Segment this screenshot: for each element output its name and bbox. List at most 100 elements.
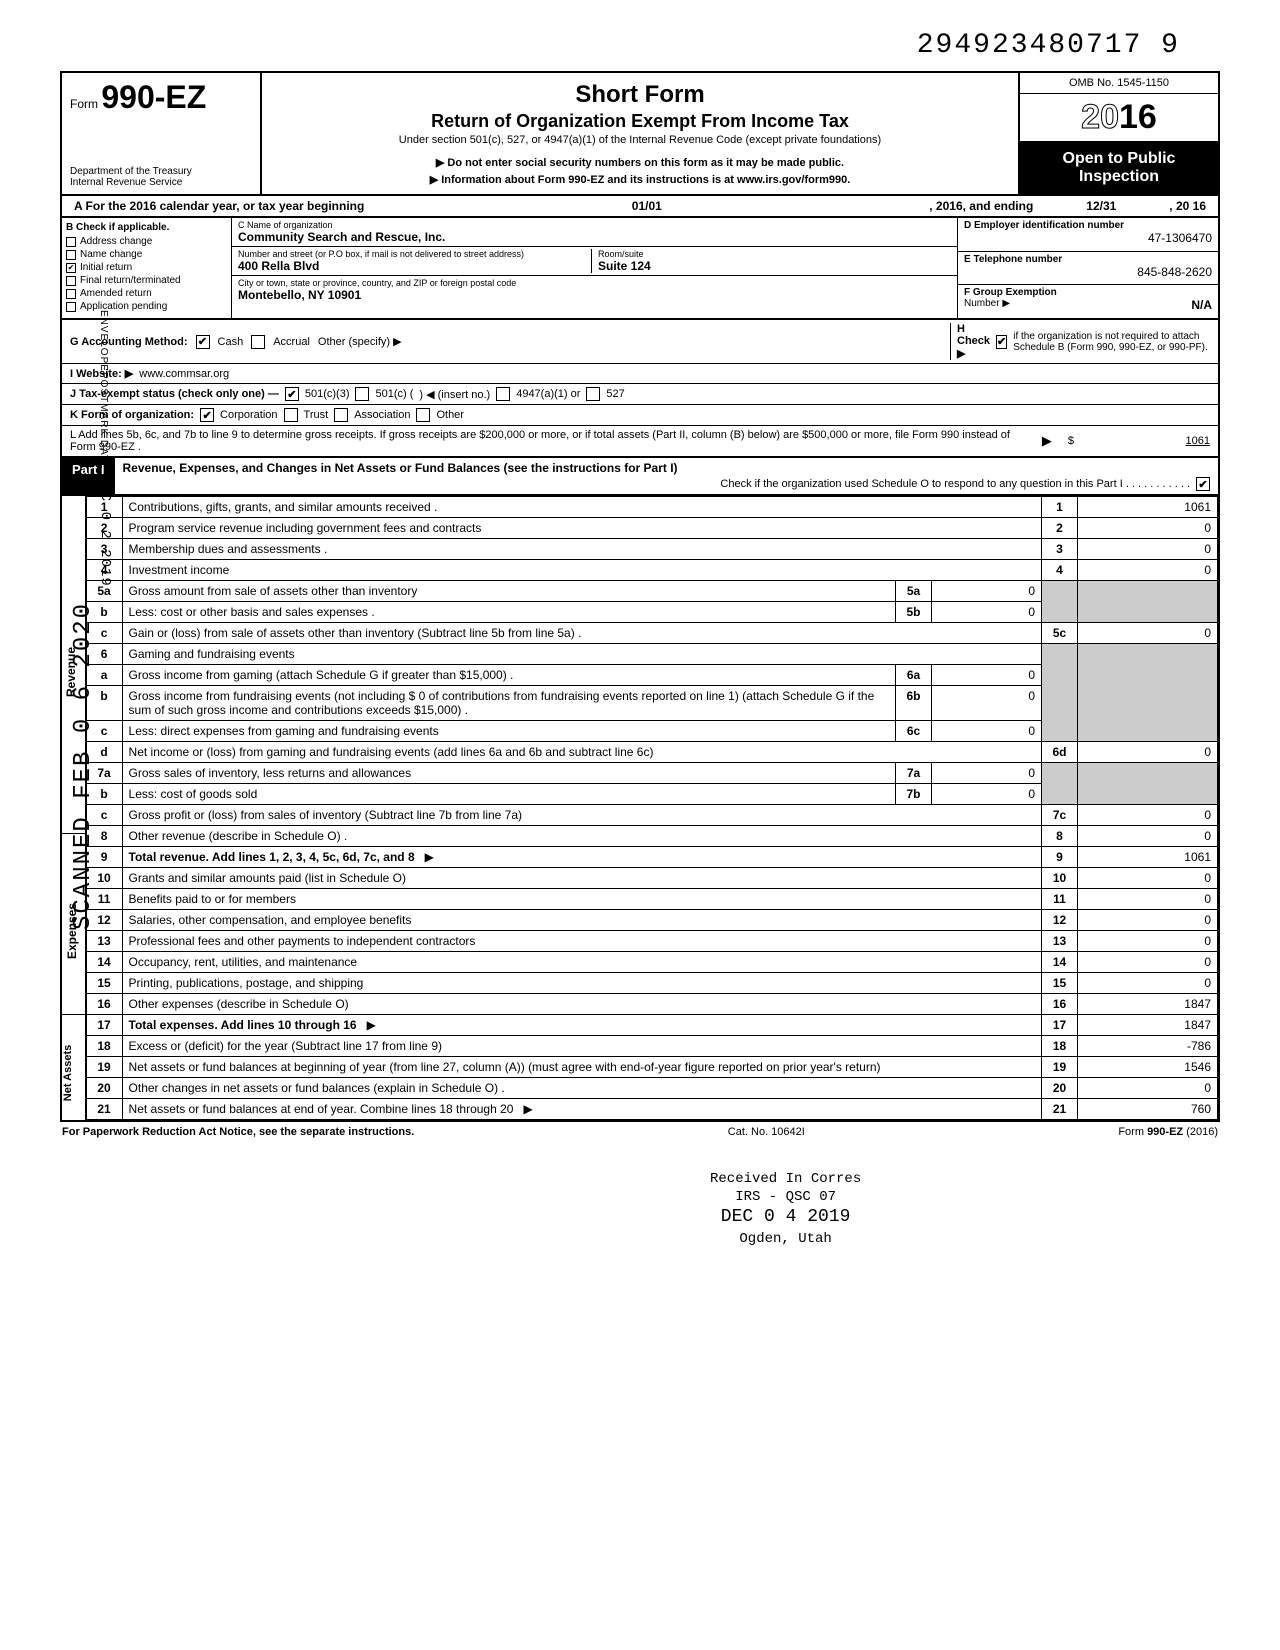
checkbox-4947[interactable]: [496, 387, 510, 401]
line-desc: Investment income: [129, 563, 230, 577]
tel-label: E Telephone number: [964, 254, 1212, 265]
checkbox-other[interactable]: [416, 408, 430, 422]
grp-label: F Group Exemption: [964, 287, 1212, 298]
page: 294923480717 9 Form 990-EZ Department of…: [60, 30, 1220, 1142]
checkbox-icon[interactable]: [66, 250, 76, 260]
line-desc: Excess or (deficit) for the year (Subtra…: [129, 1039, 442, 1053]
year-bold: 16: [1119, 98, 1157, 136]
checkbox-501c3[interactable]: ✔: [285, 387, 299, 401]
line-6: 6Gaming and fundraising events: [86, 644, 1217, 665]
part-1-body: Revenue, Expenses, and Changes in Net As…: [115, 458, 1218, 494]
checkbox-schedule-o[interactable]: ✔: [1196, 477, 1210, 491]
website-value: www.commsar.org: [139, 368, 229, 380]
line-8: 8Other revenue (describe in Schedule O) …: [86, 826, 1217, 847]
checkbox-527[interactable]: [586, 387, 600, 401]
tel-value: 845-848-2620: [964, 265, 1212, 279]
line-subval: 0: [932, 784, 1042, 805]
j-a: 501(c)(3): [305, 388, 350, 400]
checkbox-corp[interactable]: ✔: [200, 408, 214, 422]
line-val: 0: [1078, 623, 1218, 644]
line-9: 9 Total revenue. Add lines 1, 2, 3, 4, 5c…: [86, 847, 1217, 868]
year-prefix: 20: [1081, 98, 1119, 136]
year-end: 12/31: [1041, 199, 1161, 213]
org-name-label: C Name of organization: [238, 220, 951, 230]
checkbox-501c[interactable]: [355, 387, 369, 401]
checkbox-accrual[interactable]: [251, 335, 265, 349]
checkbox-cash[interactable]: ✔: [196, 335, 210, 349]
line-val: 0: [1078, 805, 1218, 826]
form-subtext: Under section 501(c), 527, or 4947(a)(1)…: [272, 134, 1008, 146]
line-subref: 6b: [896, 686, 932, 721]
h-label: H Check ▶: [957, 323, 990, 360]
line-desc: Other expenses (describe in Schedule O): [129, 997, 349, 1011]
org-addr: 400 Rella Blvd: [238, 259, 591, 273]
line-val: 0: [1078, 868, 1218, 889]
line-ref: 14: [1042, 952, 1078, 973]
line-7c: cGross profit or (loss) from sales of in…: [86, 805, 1217, 826]
line-val: 1061: [1078, 497, 1218, 518]
org-city: Montebello, NY 10901: [238, 288, 951, 302]
line-ref: 1: [1042, 497, 1078, 518]
org-room: Suite 124: [598, 259, 951, 273]
checkbox-h[interactable]: ✔: [996, 335, 1007, 349]
line-14: 14Occupancy, rent, utilities, and mainte…: [86, 952, 1217, 973]
row-k: K Form of organization: ✔Corporation Tru…: [62, 405, 1218, 426]
checkbox-assoc[interactable]: [334, 408, 348, 422]
checkbox-icon[interactable]: [66, 302, 76, 312]
year-mid: , 2016, and ending: [929, 199, 1033, 213]
line-desc: Net income or (loss) from gaming and fun…: [129, 745, 654, 759]
recv-3: DEC 0 4 2019: [710, 1206, 861, 1229]
line-subref: 7a: [896, 763, 932, 784]
line-desc: Less: cost of goods sold: [129, 787, 258, 801]
header-right: OMB No. 1545-1150 2016 Open to Public In…: [1018, 73, 1218, 194]
line-val: 0: [1078, 931, 1218, 952]
col-b-title: B Check if applicable.: [66, 222, 227, 233]
line-desc: Contributions, gifts, grants, and simila…: [129, 500, 438, 514]
l-value: 1061: [1110, 435, 1210, 447]
checkbox-icon[interactable]: [66, 289, 76, 299]
line-desc: Other changes in net assets or fund bala…: [129, 1081, 505, 1095]
line-ref: 6d: [1042, 742, 1078, 763]
line-12: 12Salaries, other compensation, and empl…: [86, 910, 1217, 931]
part-1-header: Part I Revenue, Expenses, and Changes in…: [60, 458, 1220, 496]
h-text: if the organization is not required to a…: [1013, 331, 1210, 353]
lines-container: Revenue Expenses Net Assets 1Contributio…: [60, 496, 1220, 1122]
line-6d: dNet income or (loss) from gaming and fu…: [86, 742, 1217, 763]
header-left: Form 990-EZ Department of the Treasury I…: [62, 73, 262, 194]
org-info-grid: B Check if applicable. Address change Na…: [60, 218, 1220, 320]
g-label: G Accounting Method:: [70, 336, 188, 348]
line-desc: Total revenue. Add lines 1, 2, 3, 4, 5c,…: [129, 850, 415, 864]
line-ref: 20: [1042, 1078, 1078, 1099]
line-ref: 11: [1042, 889, 1078, 910]
chk-label: Initial return: [80, 262, 132, 273]
line-ref: 9: [1042, 847, 1078, 868]
column-d: D Employer identification number 47-1306…: [958, 218, 1218, 318]
line-3: 3Membership dues and assessments .30: [86, 539, 1217, 560]
checkbox-icon[interactable]: [66, 237, 76, 247]
footer: For Paperwork Reduction Act Notice, see …: [60, 1122, 1220, 1142]
line-ref: 18: [1042, 1036, 1078, 1057]
line-val: 1847: [1078, 994, 1218, 1015]
year-begin: 01/01: [372, 199, 921, 213]
org-city-row: City or town, state or province, country…: [232, 276, 957, 304]
grp-value: N/A: [1191, 298, 1212, 312]
line-val: 1061: [1078, 847, 1218, 868]
postmark-stamp: ENVELOPE POSTMARK DATE DEC 0 2 2019: [98, 310, 112, 587]
checkbox-trust[interactable]: [284, 408, 298, 422]
line-desc: Salaries, other compensation, and employ…: [129, 913, 412, 927]
checkbox-icon[interactable]: [66, 276, 76, 286]
line-19: 19Net assets or fund balances at beginni…: [86, 1057, 1217, 1078]
line-10: 10Grants and similar amounts paid (list …: [86, 868, 1217, 889]
line-subval: 0: [932, 763, 1042, 784]
footer-mid: Cat. No. 10642I: [728, 1126, 805, 1138]
form-number: Form 990-EZ: [70, 79, 252, 116]
line-val: 0: [1078, 826, 1218, 847]
line-val: 0: [1078, 973, 1218, 994]
line-ref: 19: [1042, 1057, 1078, 1078]
checkbox-icon[interactable]: ✔: [66, 263, 76, 273]
org-name: Community Search and Rescue, Inc.: [238, 230, 951, 244]
postmark-2: POSTMARK DATE: [98, 372, 108, 470]
line-13: 13Professional fees and other payments t…: [86, 931, 1217, 952]
city-label: City or town, state or province, country…: [238, 278, 951, 288]
k-d: Other: [436, 409, 464, 421]
